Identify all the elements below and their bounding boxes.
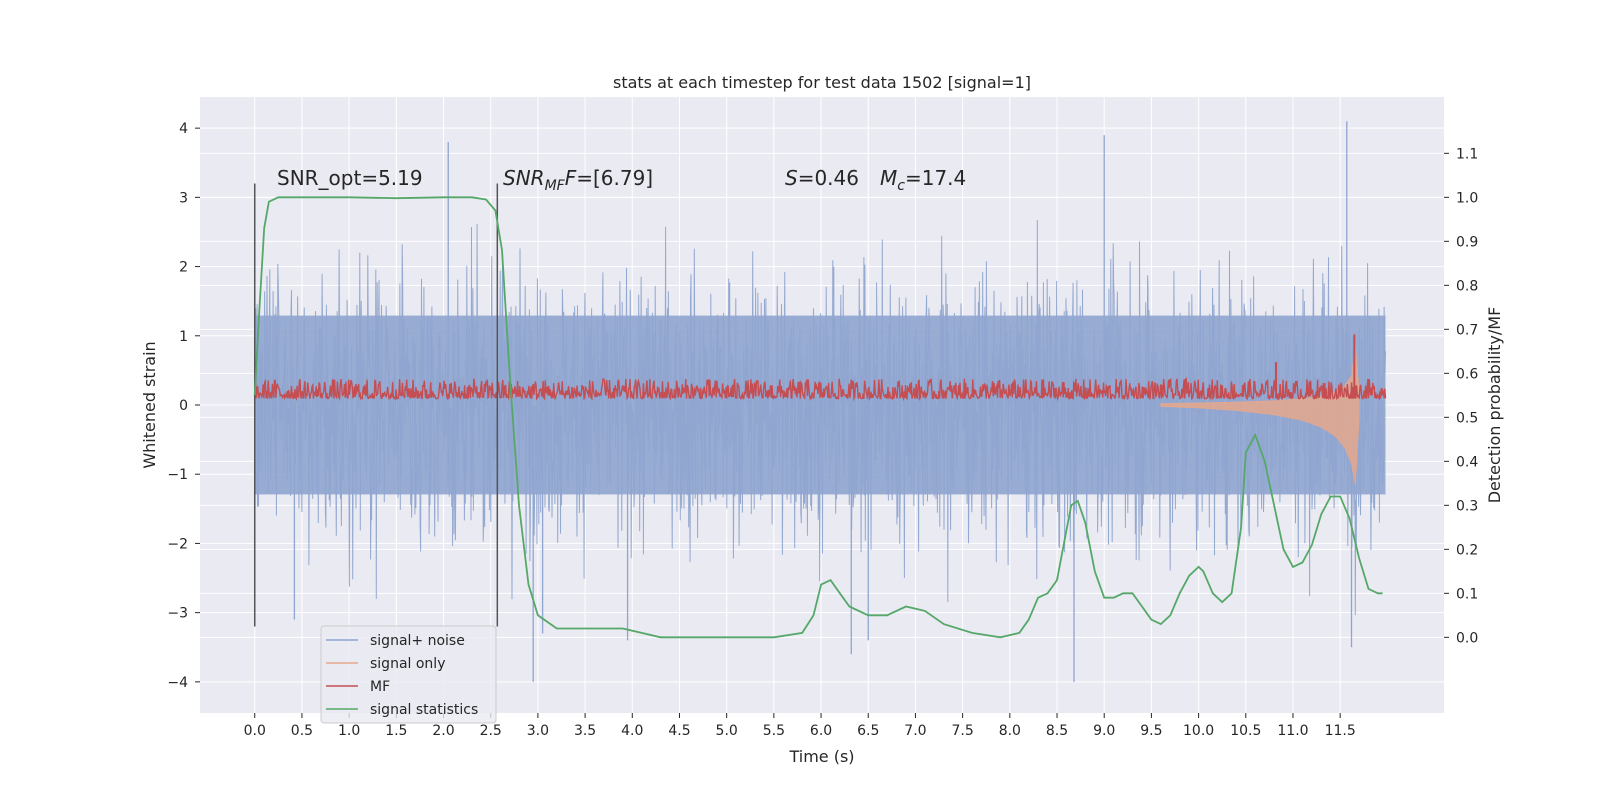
y2-tick-label: 0.3 xyxy=(1456,498,1478,514)
y2-axis-ticks: 1.1 1.0 0.9 0.8 0.7 0.6 0.5 0.4 0.3 0.2 0.1 0.0 xyxy=(1444,146,1478,646)
s-value: =0.46 xyxy=(798,166,859,190)
x-tick-label: 9.5 xyxy=(1140,723,1162,739)
legend-label-signal-noise: signal+ noise xyxy=(370,633,465,649)
y2-axis-label: Detection probability/MF xyxy=(1485,307,1504,504)
y-tick-label: 0 xyxy=(179,398,188,414)
x-tick-label: 4.5 xyxy=(668,723,690,739)
y2-tick-label: 0.7 xyxy=(1456,322,1478,338)
signal-only-chirp xyxy=(1160,346,1360,485)
y-axis-ticks: 4 3 2 1 0 −1 −2 −3 −4 xyxy=(167,121,200,691)
legend-box xyxy=(320,625,497,724)
snr-mf-symbol: SNR xyxy=(503,166,545,190)
x-tick-label: 5.5 xyxy=(763,723,785,739)
y2-tick-label: 0.6 xyxy=(1456,366,1478,382)
mf-series xyxy=(254,334,1387,402)
signal-statistics-line xyxy=(253,196,1383,639)
y2-tick-label: 0.1 xyxy=(1456,586,1478,602)
s-annotation: S=0.46 xyxy=(785,166,859,190)
legend-label-signal-only: signal only xyxy=(370,656,445,672)
event-markers xyxy=(253,183,499,627)
legend: signal+ noise signal only MF signal stat… xyxy=(320,625,497,724)
x-tick-label: 6.5 xyxy=(857,723,879,739)
x-tick-label: 0.5 xyxy=(291,723,313,739)
y2-tick-label: 0.4 xyxy=(1456,454,1478,470)
x-tick-label: 7.0 xyxy=(904,723,926,739)
mf-line xyxy=(254,376,1387,402)
snr-mf-value: =[6.79] xyxy=(576,166,653,190)
snr-mf-suffix: F xyxy=(565,166,577,190)
x-tick-label: 4.0 xyxy=(621,723,643,739)
x-tick-label: 8.5 xyxy=(1046,723,1068,739)
chart-title: stats at each timestep for test data 150… xyxy=(613,73,1031,92)
y2-tick-label: 1.0 xyxy=(1456,190,1478,206)
x-tick-label: 5.0 xyxy=(716,723,738,739)
x-tick-label: 10.5 xyxy=(1230,723,1261,739)
legend-label-signal-statistics: signal statistics xyxy=(370,702,478,718)
y-tick-label: −1 xyxy=(167,467,188,483)
x-tick-label: 3.5 xyxy=(574,723,596,739)
x-tick-label: 1.5 xyxy=(385,723,407,739)
x-tick-label: 6.0 xyxy=(810,723,832,739)
x-tick-label: 1.0 xyxy=(338,723,360,739)
y-tick-label: 1 xyxy=(179,329,188,345)
legend-label-mf: MF xyxy=(370,679,390,695)
mc-symbol: M xyxy=(880,166,897,190)
y-tick-label: 2 xyxy=(179,260,188,276)
snr-opt-annotation: SNR_opt=5.19 xyxy=(277,166,423,190)
y-tick-label: −2 xyxy=(167,536,188,552)
x-tick-label: 11.0 xyxy=(1277,723,1308,739)
y2-tick-label: 0.8 xyxy=(1456,278,1478,294)
x-tick-label: 8.0 xyxy=(999,723,1021,739)
y-tick-label: −4 xyxy=(167,675,188,691)
signal-statistics-series xyxy=(253,196,1383,639)
y2-tick-label: 1.1 xyxy=(1456,146,1478,162)
y2-tick-label: 0.0 xyxy=(1456,630,1478,646)
x-tick-label: 2.5 xyxy=(480,723,502,739)
y2-tick-label: 0.2 xyxy=(1456,542,1478,558)
y2-tick-label: 0.5 xyxy=(1456,410,1478,426)
s-symbol: S xyxy=(785,166,798,190)
x-tick-label: 2.0 xyxy=(432,723,454,739)
x-tick-label: 7.5 xyxy=(952,723,974,739)
y2-tick-label: 0.9 xyxy=(1456,234,1478,250)
x-tick-label: 0.0 xyxy=(244,723,266,739)
x-tick-label: 10.0 xyxy=(1183,723,1214,739)
mc-subscript: c xyxy=(897,178,905,194)
x-tick-label: 3.0 xyxy=(527,723,549,739)
y-axis-label: Whitened strain xyxy=(140,341,159,468)
y-tick-label: −3 xyxy=(167,606,188,622)
snr-mf-subscript: MF xyxy=(545,178,566,194)
mc-value: =17.4 xyxy=(905,166,966,190)
x-axis-label: Time (s) xyxy=(788,747,854,766)
mc-annotation: Mc=17.4 xyxy=(880,166,966,194)
x-axis-ticks: 0.0 0.5 1.0 1.5 2.0 2.5 3.0 3.5 4.0 4.5 5.0 5.5 6.0 6… xyxy=(244,713,1356,739)
snr-mf-annotation: SNRMFF=[6.79] xyxy=(503,166,653,194)
y-tick-label: 3 xyxy=(179,190,188,206)
x-tick-label: 9.0 xyxy=(1093,723,1115,739)
signal-only-series xyxy=(1160,346,1360,485)
x-tick-label: 11.5 xyxy=(1325,723,1356,739)
y-tick-label: 4 xyxy=(179,121,188,137)
